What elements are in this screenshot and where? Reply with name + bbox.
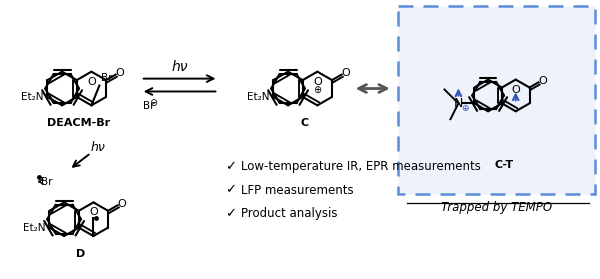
Text: LFP measurements: LFP measurements [241, 184, 354, 197]
Text: O: O [313, 77, 322, 87]
Text: O: O [89, 207, 98, 217]
Text: ⊖: ⊖ [149, 98, 158, 108]
Text: Et₂N: Et₂N [21, 92, 43, 102]
Text: Et₂N: Et₂N [247, 92, 269, 102]
Text: ⊕: ⊕ [313, 85, 322, 95]
Text: DEACM-Br: DEACM-Br [47, 118, 110, 128]
Text: O: O [87, 77, 96, 87]
Text: O: O [538, 76, 547, 86]
Text: O: O [116, 68, 124, 78]
Text: ⊕: ⊕ [461, 104, 469, 113]
Text: O: O [341, 68, 350, 78]
Text: Br: Br [143, 101, 154, 111]
Text: Et₂N: Et₂N [23, 223, 46, 233]
Text: Br: Br [101, 73, 113, 83]
FancyBboxPatch shape [398, 6, 595, 194]
Text: ✓: ✓ [226, 184, 236, 197]
Text: ✓: ✓ [226, 160, 236, 173]
Text: Trapped by TEMPO: Trapped by TEMPO [440, 201, 551, 214]
Text: ✓: ✓ [226, 207, 236, 220]
Text: Product analysis: Product analysis [241, 207, 338, 220]
Text: D: D [76, 249, 86, 259]
Text: C-T: C-T [494, 160, 514, 170]
Text: hν: hν [172, 60, 188, 74]
Text: hν: hν [91, 141, 106, 154]
Text: N: N [454, 97, 463, 110]
Text: O: O [511, 85, 520, 95]
Text: Low-temperature IR, EPR measurements: Low-temperature IR, EPR measurements [241, 160, 481, 173]
Text: O: O [118, 199, 126, 209]
Text: Br: Br [41, 177, 53, 187]
Text: C: C [301, 118, 309, 128]
